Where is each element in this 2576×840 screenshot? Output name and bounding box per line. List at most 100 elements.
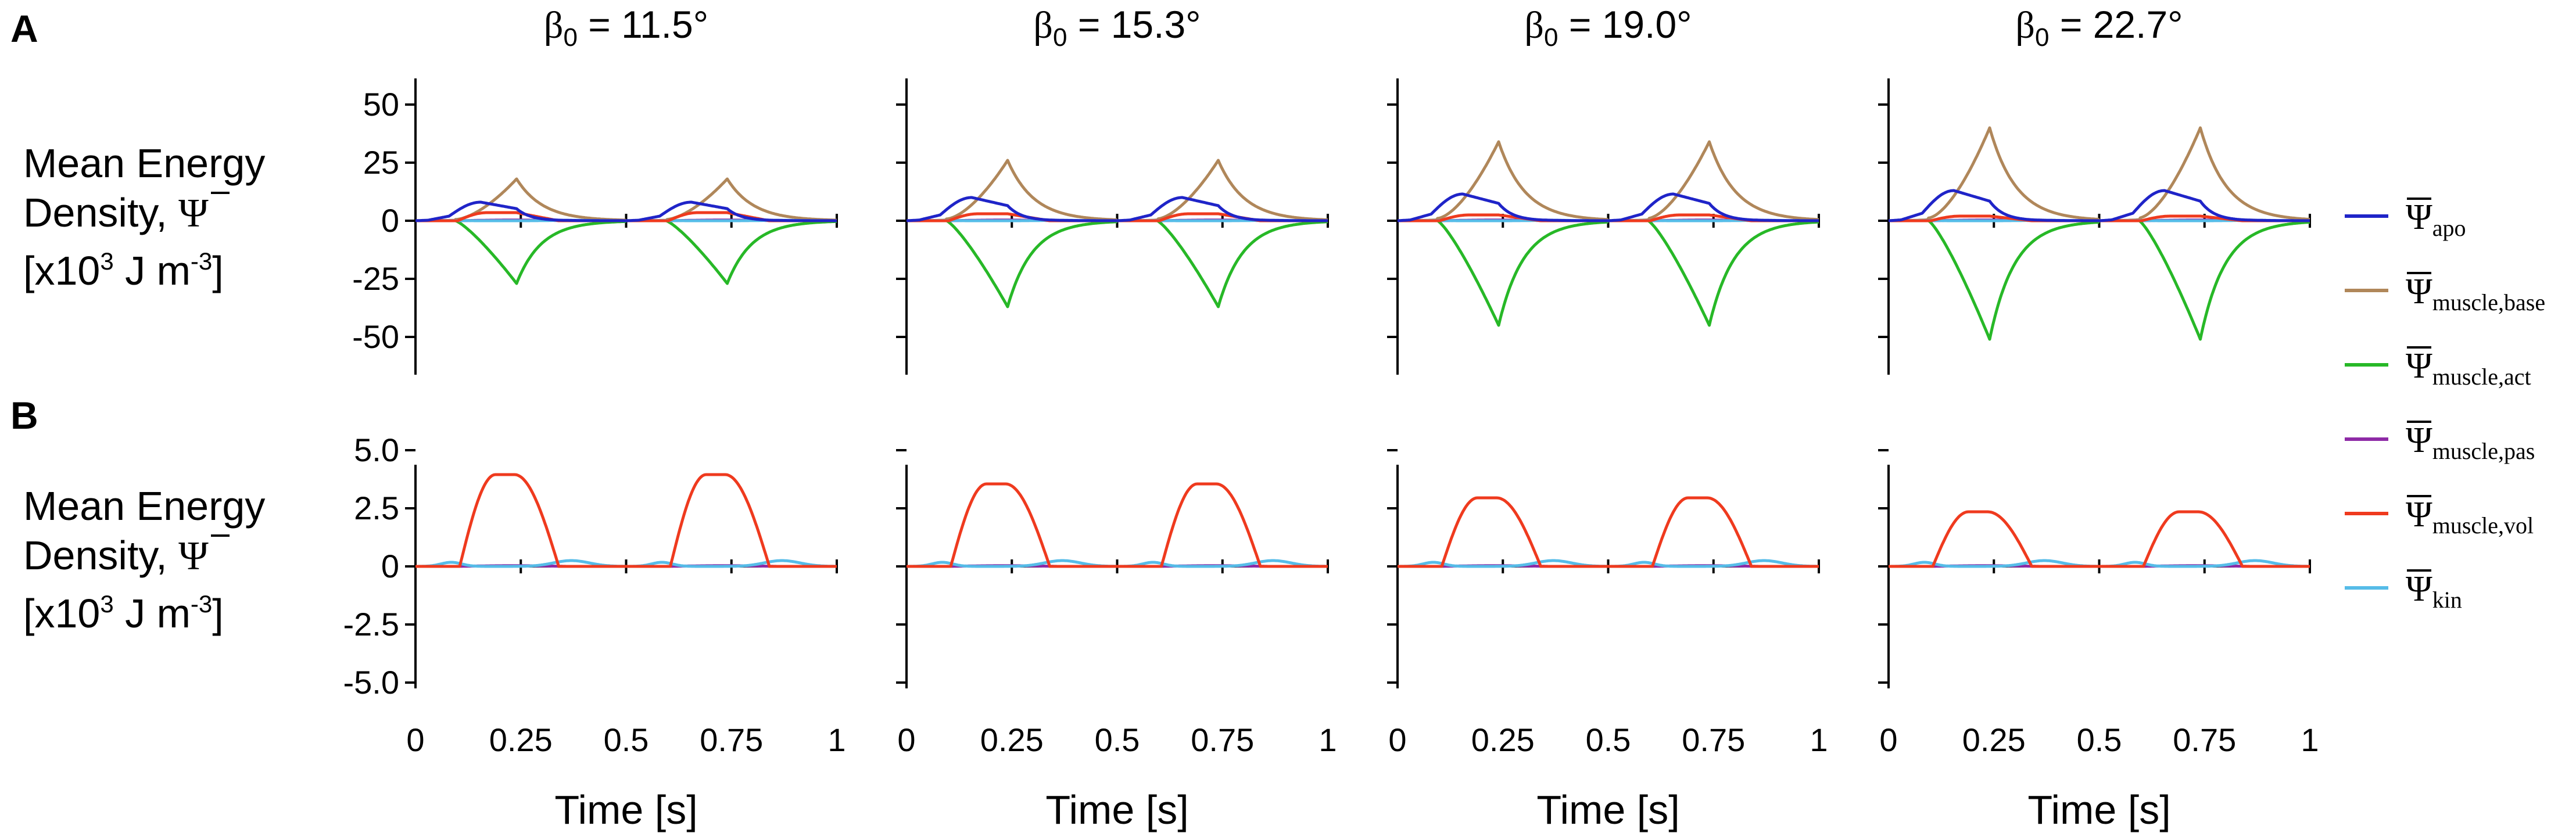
legend-item-muscle-pas: Ψmuscle,pas [2345,421,2535,464]
x-tick-label: 0 [1879,721,1897,758]
series-line-muscle-base [1397,140,1819,222]
y-axis-label-b: Mean Energy Density, Ψ [x103 J m-3] [23,483,265,636]
legend-label: Ψmuscle,base [2406,272,2545,315]
x-tick-label: 0.75 [1191,721,1254,758]
beta-value: = 11.5° [578,3,708,46]
panel-letter-b: B [10,394,38,437]
y-axis-label-a: Mean Energy Density, Ψ [x103 J m-3] [23,141,265,293]
ylabel-line-2: Density, Ψ [23,533,209,579]
beta-symbol: β [1524,4,1544,46]
legend-item-kin: Ψkin [2345,569,2462,613]
x-tick-label: 0.25 [1471,721,1535,758]
y-tick-label: 0 [381,202,399,239]
legend-symbol: Ψ [2406,569,2432,609]
legend-subscript: muscle,act [2432,364,2531,390]
ylabel-line-3: [x103 J m-3] [23,247,224,293]
legend-item-apo: Ψapo [2345,198,2466,241]
legend-subscript: kin [2432,587,2462,613]
series-line-muscle-vol [1888,510,2310,568]
legend-label: Ψmuscle,vol [2406,495,2534,539]
y-tick-label: 0 [381,548,399,584]
y-tick-label: 2.5 [354,490,399,526]
panel-a-3: β0 = 19.0° [1387,3,1820,375]
ylabel-line-3: [x103 J m-3] [23,590,224,636]
ylabel-line-1: Mean Energy [23,141,265,186]
x-tick-label: 1 [2301,721,2319,758]
legend-symbol: Ψ [2406,272,2432,311]
x-tick-label: 0 [406,721,424,758]
series-line-muscle-vol [415,473,837,568]
panel-title: β0 = 19.0° [1524,3,1692,52]
beta-symbol: β [1033,4,1053,46]
panel-title: β0 = 11.5° [544,3,708,52]
x-tick-label: 0.25 [1962,721,2026,758]
y-tick-label: 25 [363,144,399,181]
series-line-apo [1397,192,1819,222]
legend-subscript: muscle,pas [2432,438,2535,464]
x-tick-label: 0.75 [2173,721,2236,758]
panel-title: β0 = 22.7° [2015,3,2183,52]
beta-value: = 15.3° [1067,3,1201,46]
series-line-muscle-base [1888,126,2310,222]
x-tick-label: 1 [1319,721,1337,758]
legend-symbol: Ψ [2406,421,2432,460]
legend: ΨapoΨmuscle,baseΨmuscle,actΨmuscle,pasΨm… [2345,198,2545,613]
x-tick-label: 1 [827,721,845,758]
beta-subscript: 0 [1053,23,1067,52]
legend-label: Ψmuscle,act [2406,346,2531,390]
legend-subscript: muscle,vol [2432,512,2534,539]
x-axis-title: Time [s] [2027,787,2170,832]
legend-subscript: apo [2432,215,2466,241]
beta-symbol: β [2015,4,2035,46]
x-tick-label: 0 [1388,721,1406,758]
x-tick-label: 0.25 [489,721,553,758]
x-axis-title: Time [s] [1536,787,1679,832]
y-tick-label: -50 [352,318,399,355]
series-line-apo [906,196,1328,222]
x-tick-label: 0.75 [1682,721,1745,758]
panel-b-3: 0 0.25 0.5 0.75 1 Time [s] [1387,449,1828,832]
y-tick-label: 5.0 [354,432,399,468]
x-tick-label: 0.5 [1095,721,1140,758]
legend-symbol: Ψ [2406,346,2432,386]
beta-symbol: β [544,4,564,46]
x-tick-label: 0.5 [604,721,649,758]
series-line-muscle-base [906,159,1328,222]
beta-value: = 19.0° [1559,3,1692,46]
panel-b-4: 0 0.25 0.5 0.75 1 Time [s] [1878,449,2319,832]
legend-item-muscle-act: Ψmuscle,act [2345,346,2531,390]
ylabel-line-2: Density, Ψ [23,190,209,236]
legend-item-muscle-base: Ψmuscle,base [2345,272,2545,315]
legend-symbol: Ψ [2406,495,2432,534]
panel-a-2: β0 = 15.3° [896,3,1329,375]
legend-label: Ψapo [2406,198,2466,241]
legend-symbol: Ψ [2406,198,2432,237]
series-line-muscle-act [906,219,1328,308]
y-tick-label: -5.0 [343,664,400,701]
ylabel-line-1: Mean Energy [23,483,265,529]
panel-title: β0 = 15.3° [1033,3,1201,52]
x-tick-label: 0.5 [2077,721,2122,758]
x-axis-title: Time [s] [554,787,697,832]
x-tick-label: 0.25 [980,721,1044,758]
series-line-muscle-vol [906,482,1328,568]
x-tick-label: 0.5 [1586,721,1631,758]
series-line-apo [415,200,837,222]
y-tick-label: -25 [352,260,399,297]
x-tick-label: 1 [1810,721,1828,758]
series-line-muscle-act [1397,219,1819,327]
y-tick-label: 50 [363,86,399,123]
series-line-apo [1888,189,2310,222]
beta-subscript: 0 [1544,23,1558,52]
beta-subscript: 0 [563,23,577,52]
panel-a-4: β0 = 22.7° [1878,3,2311,375]
legend-subscript: muscle,base [2432,289,2545,315]
beta-subscript: 0 [2035,23,2049,52]
x-axis-title: Time [s] [1045,787,1188,832]
panel-b-2: 0 0.25 0.5 0.75 1 Time [s] [896,449,1337,832]
y-tick-label: -2.5 [343,606,400,642]
